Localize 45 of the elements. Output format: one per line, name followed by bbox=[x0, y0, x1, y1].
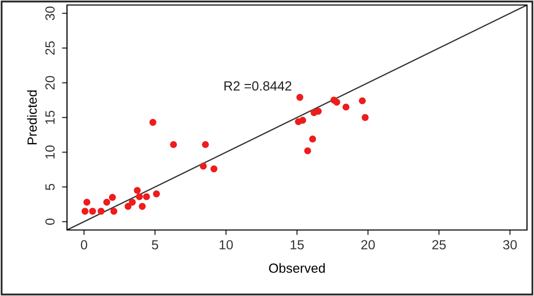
point bbox=[82, 208, 89, 215]
point bbox=[149, 118, 156, 126]
point bbox=[103, 198, 110, 206]
point bbox=[202, 141, 209, 148]
x-tick-label: 20 bbox=[361, 240, 375, 250]
point bbox=[200, 162, 207, 170]
y-tick-label: 5 bbox=[45, 184, 55, 190]
y-tick-label: 0 bbox=[45, 218, 55, 225]
point bbox=[143, 193, 150, 200]
point bbox=[362, 114, 369, 121]
x-tick-label: 15 bbox=[290, 240, 304, 250]
point bbox=[170, 141, 177, 148]
point bbox=[333, 98, 340, 106]
point bbox=[296, 94, 304, 101]
point bbox=[304, 147, 312, 154]
x-tick-label: 0 bbox=[80, 240, 88, 250]
x-tick-label: 10 bbox=[220, 240, 233, 250]
point bbox=[89, 208, 96, 215]
y-tick-label: 20 bbox=[45, 76, 55, 90]
annotation: R2 =0.8442 bbox=[224, 81, 292, 91]
point bbox=[138, 202, 146, 210]
x-axis-title: Observed bbox=[269, 263, 325, 273]
point bbox=[108, 194, 116, 201]
point bbox=[152, 190, 160, 198]
point bbox=[83, 198, 90, 206]
point bbox=[136, 193, 143, 200]
point bbox=[314, 108, 322, 115]
y-tick-label: 15 bbox=[45, 110, 55, 124]
point bbox=[124, 202, 132, 210]
point bbox=[210, 165, 218, 172]
point bbox=[309, 136, 316, 142]
point bbox=[134, 186, 141, 194]
point bbox=[110, 208, 118, 215]
x-tick-label: 5 bbox=[152, 240, 158, 250]
point bbox=[342, 104, 350, 111]
point bbox=[299, 116, 306, 124]
x-tick-label: 30 bbox=[503, 240, 517, 250]
y-tick-label: 25 bbox=[45, 41, 55, 55]
y-tick-label: 10 bbox=[45, 145, 55, 159]
point bbox=[128, 198, 136, 206]
y-axis-title: Predicted bbox=[27, 90, 37, 144]
x-tick-label: 25 bbox=[432, 240, 446, 250]
y-tick-label: 30 bbox=[45, 6, 55, 20]
point bbox=[98, 208, 105, 215]
point bbox=[358, 97, 366, 104]
